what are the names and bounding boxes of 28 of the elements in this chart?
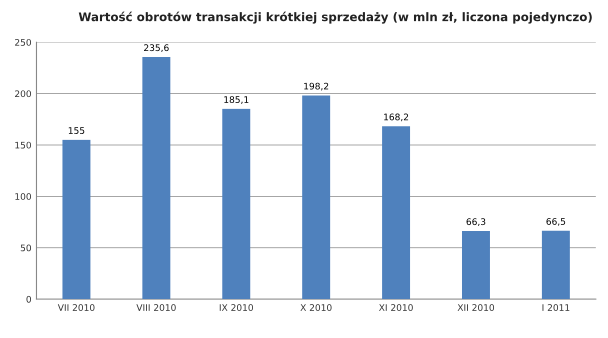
data-label: 66,3 [466,218,486,226]
data-label: 168,2 [384,114,408,122]
data-label: 185,1 [224,96,248,104]
data-label: 198,2 [304,82,328,90]
bar [142,57,170,300]
x-tick-label: XI 2010 [378,304,413,311]
bar [462,231,490,300]
bar [62,140,90,300]
x-tick-label: X 2010 [300,304,332,311]
x-tick-label: XII 2010 [458,304,494,311]
y-tick-label: 0 [26,296,32,303]
y-tick-label: 50 [20,244,32,252]
bar [382,126,410,300]
bar [542,230,570,300]
x-tick-label: VII 2010 [58,304,95,311]
data-label: 155 [68,127,84,134]
x-tick-label: I 2011 [542,304,570,311]
data-label: 66,5 [546,218,566,226]
y-tick-label: 150 [15,142,32,149]
y-tick-label: 200 [15,90,32,98]
y-tick-label: 250 [15,38,32,46]
x-tick-label: IX 2010 [220,304,253,311]
chart-title: Wartość obrotów transakcji krótkiej sprzedaży (w mln zł, liczona pojedynczo) [78,12,592,24]
x-tick-label: VIII 2010 [136,304,176,311]
data-label: 235,6 [144,44,169,52]
y-tick-label: 100 [15,193,32,200]
bar [222,108,250,300]
bar [302,95,330,300]
